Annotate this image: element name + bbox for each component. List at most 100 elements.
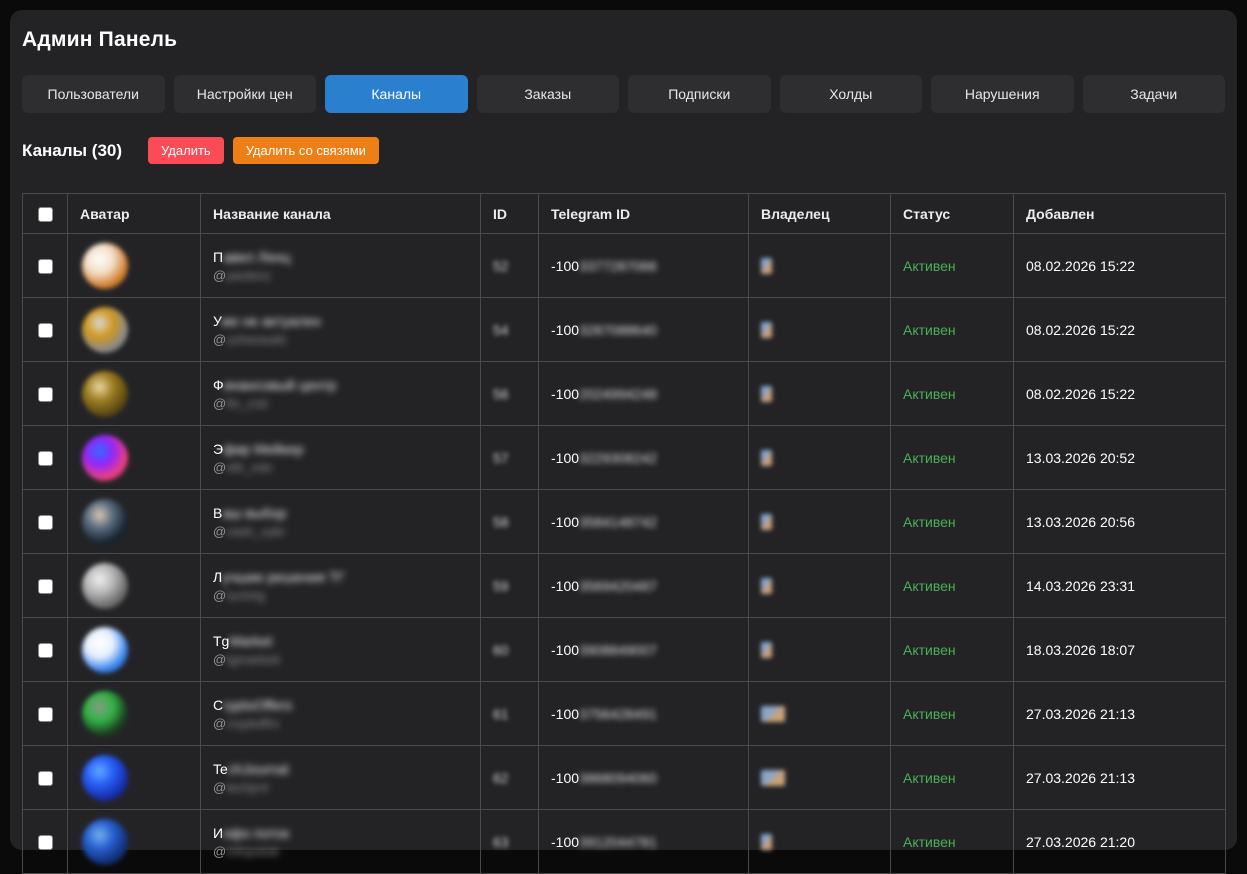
channel-name: Инфо поток — [213, 824, 468, 843]
channel-name: CryptoOffers — [213, 696, 468, 715]
tab-subscriptions[interactable]: Подписки — [628, 75, 771, 113]
table-row: Лучшие решения ТГ @luchrtg 59 -100356942… — [23, 554, 1226, 618]
row-checkbox[interactable] — [38, 835, 53, 850]
table-row: TechJournal @techjrnl 62 -1003868094060 … — [23, 746, 1226, 810]
tab-orders[interactable]: Заказы — [477, 75, 620, 113]
tab-holds[interactable]: Холды — [780, 75, 923, 113]
channel-username: @infopotok — [213, 843, 468, 860]
channel-avatar — [82, 435, 128, 481]
status-badge: Активен — [903, 258, 956, 274]
redacted-telegram-id: 3287088640 — [579, 322, 657, 338]
tab-bar: Пользователи Настройки цен Каналы Заказы… — [22, 75, 1225, 113]
channel-avatar — [82, 563, 128, 609]
added-date: 18.03.2026 18:07 — [1014, 618, 1226, 682]
header-channel-name: Название канала — [201, 194, 481, 234]
redacted-telegram-id: 3908849007 — [579, 642, 657, 658]
channels-count-heading: Каналы (30) — [22, 141, 122, 161]
row-checkbox[interactable] — [38, 515, 53, 530]
channel-avatar — [82, 499, 128, 545]
header-owner: Владелец — [749, 194, 891, 234]
status-badge: Активен — [903, 770, 956, 786]
added-date: 08.02.2026 15:22 — [1014, 234, 1226, 298]
owner-redacted — [761, 386, 772, 402]
table-row: CryptoOffers @cryptoffrs 61 -10037564284… — [23, 682, 1226, 746]
redacted-username: luchrtg — [226, 588, 265, 603]
channel-avatar — [82, 243, 128, 289]
telegram-id-prefix: -100 — [551, 578, 579, 594]
added-date: 27.03.2026 21:13 — [1014, 746, 1226, 810]
owner-redacted — [761, 642, 772, 658]
header-status: Статус — [891, 194, 1014, 234]
channel-username: @vash_vybr — [213, 523, 468, 540]
added-date: 13.03.2026 20:56 — [1014, 490, 1226, 554]
channels-table: Аватар Название канала ID Telegram ID Вл… — [22, 193, 1226, 874]
channel-id: 59 — [493, 578, 509, 594]
telegram-id-prefix: -100 — [551, 258, 579, 274]
tab-price-settings[interactable]: Настройки цен — [174, 75, 317, 113]
channel-name: TgMarket — [213, 632, 468, 651]
status-badge: Активен — [903, 642, 956, 658]
tab-users[interactable]: Пользователи — [22, 75, 165, 113]
header-id: ID — [481, 194, 539, 234]
table-row: Павел Ленц @pavlenz 52 -1003377287066 Ак… — [23, 234, 1226, 298]
redacted-username: uzheneakt — [226, 332, 286, 347]
row-checkbox[interactable] — [38, 643, 53, 658]
redacted-username: infopotok — [226, 844, 279, 859]
telegram-id-prefix: -100 — [551, 322, 579, 338]
table-row: Финансовый центр @fin_cntr 56 -100202499… — [23, 362, 1226, 426]
owner-redacted — [761, 450, 772, 466]
channel-id: 62 — [493, 770, 509, 786]
row-checkbox[interactable] — [38, 771, 53, 786]
redacted-telegram-id: 3868094060 — [579, 770, 657, 786]
channel-name: Финансовый центр — [213, 376, 468, 395]
tab-violations[interactable]: Нарушения — [931, 75, 1074, 113]
channel-name: Павел Ленц — [213, 248, 468, 267]
owner-redacted — [761, 834, 772, 850]
channel-name: Эфир Мейкер — [213, 440, 468, 459]
header-avatar: Аватар — [68, 194, 201, 234]
redacted-name: учшие решения ТГ — [222, 569, 345, 585]
telegram-id-prefix: -100 — [551, 706, 579, 722]
delete-button[interactable]: Удалить — [148, 137, 224, 164]
row-checkbox[interactable] — [38, 259, 53, 274]
row-checkbox[interactable] — [38, 387, 53, 402]
delete-with-links-button[interactable]: Удалить со связями — [233, 137, 379, 164]
channel-id: 61 — [493, 706, 509, 722]
redacted-username: cryptoffrs — [226, 716, 279, 731]
status-badge: Активен — [903, 514, 956, 530]
channel-id: 57 — [493, 450, 509, 466]
redacted-name: chJournal — [228, 761, 289, 777]
redacted-username: fin_cntr — [226, 396, 269, 411]
table-row: Эфир Мейкер @efir_mkr 57 -1003229308242 … — [23, 426, 1226, 490]
added-date: 27.03.2026 21:13 — [1014, 682, 1226, 746]
telegram-id-prefix: -100 — [551, 834, 579, 850]
redacted-telegram-id: 2024994248 — [579, 386, 657, 402]
tab-tasks[interactable]: Задачи — [1083, 75, 1226, 113]
redacted-username: efir_mkr — [226, 460, 273, 475]
row-checkbox[interactable] — [38, 323, 53, 338]
tab-channels[interactable]: Каналы — [325, 75, 468, 113]
redacted-username: tgmarketr — [226, 652, 281, 667]
channel-avatar — [82, 819, 128, 865]
owner-redacted — [761, 770, 785, 786]
channel-name: Лучшие решения ТГ — [213, 568, 468, 587]
select-all-checkbox[interactable] — [38, 207, 53, 222]
redacted-name: ryptoOffers — [223, 697, 292, 713]
table-row: TgMarket @tgmarketr 60 -1003908849007 Ак… — [23, 618, 1226, 682]
row-checkbox[interactable] — [38, 579, 53, 594]
owner-redacted — [761, 578, 772, 594]
channel-username: @pavlenz — [213, 267, 468, 284]
row-checkbox[interactable] — [38, 451, 53, 466]
telegram-id-prefix: -100 — [551, 642, 579, 658]
row-checkbox[interactable] — [38, 707, 53, 722]
table-row: Уже не актуален @uzheneakt 54 -100328708… — [23, 298, 1226, 362]
redacted-name: Market — [229, 633, 272, 649]
redacted-telegram-id: 3229308242 — [579, 450, 657, 466]
channel-username: @techjrnl — [213, 779, 468, 796]
redacted-name: нфо поток — [223, 825, 289, 841]
added-date: 08.02.2026 15:22 — [1014, 362, 1226, 426]
redacted-username: techjrnl — [226, 780, 268, 795]
channel-id: 58 — [493, 514, 509, 530]
redacted-name: фир Мейкер — [223, 441, 303, 457]
header-telegram-id: Telegram ID — [539, 194, 749, 234]
